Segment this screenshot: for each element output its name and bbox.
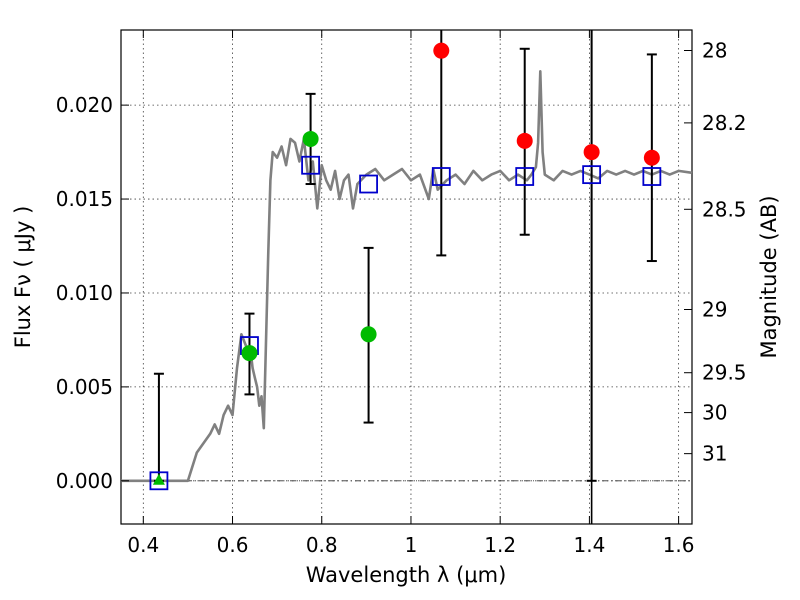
y-tick-label: 0.015	[56, 187, 113, 211]
x-tick-label: 1.4	[573, 533, 605, 557]
upper-limit-triangle	[152, 473, 165, 485]
x-tick-label: 1.6	[663, 533, 695, 557]
y-tick-label: 0.010	[56, 281, 113, 305]
plot-frame	[120, 29, 693, 525]
model-point-square	[359, 174, 378, 194]
nondetection-point	[583, 144, 600, 161]
y-tick-label: 0.020	[56, 93, 113, 117]
nondetection-point	[643, 149, 660, 166]
mag-tick-label: 31	[702, 442, 727, 466]
detection-point	[360, 326, 377, 343]
y2-axis-title: Magnitude (AB)	[757, 195, 781, 358]
nondetection-point	[433, 42, 450, 59]
nondetection-points	[433, 42, 660, 166]
nondetection-point	[516, 132, 533, 149]
x-tick-label: 0.8	[306, 533, 338, 557]
model-point-square	[301, 155, 320, 175]
model-point-square	[515, 167, 535, 186]
mag-tick-label: 28.5	[702, 197, 747, 221]
x-tick-label: 1.2	[484, 533, 516, 557]
x-axis-title: Wavelength λ (μm)	[306, 563, 507, 587]
model-photometry-points	[149, 155, 662, 491]
model-point-square	[149, 471, 169, 491]
axis-ticks: 0.4 0.6 0.8 1 1.2 1.4 1.6 0.000 0.005 0.010 0.015 0…	[56, 30, 747, 557]
y-axis-title: Flux Fν ( μJy )	[11, 206, 35, 349]
mag-tick-label: 30	[702, 401, 727, 425]
mag-tick-label: 28	[702, 38, 727, 62]
detection-point	[241, 345, 258, 362]
detection-points	[152, 130, 377, 485]
model-point-square	[431, 167, 451, 186]
detection-point	[302, 130, 319, 147]
model-point-square	[582, 165, 602, 185]
model-spectrum-line	[121, 70, 693, 483]
x-tick-label: 0.6	[217, 533, 249, 557]
mag-tick-label: 29.5	[702, 361, 747, 385]
y-tick-label: 0.000	[56, 469, 113, 493]
mag-tick-label: 29	[702, 297, 727, 321]
model-spectrum	[121, 70, 693, 483]
x-tick-label: 0.4	[127, 533, 159, 557]
y-tick-label: 0.005	[56, 375, 113, 399]
mag-tick-label: 28.2	[702, 111, 747, 135]
model-point-square	[642, 167, 662, 186]
x-tick-label: 1	[405, 533, 418, 557]
